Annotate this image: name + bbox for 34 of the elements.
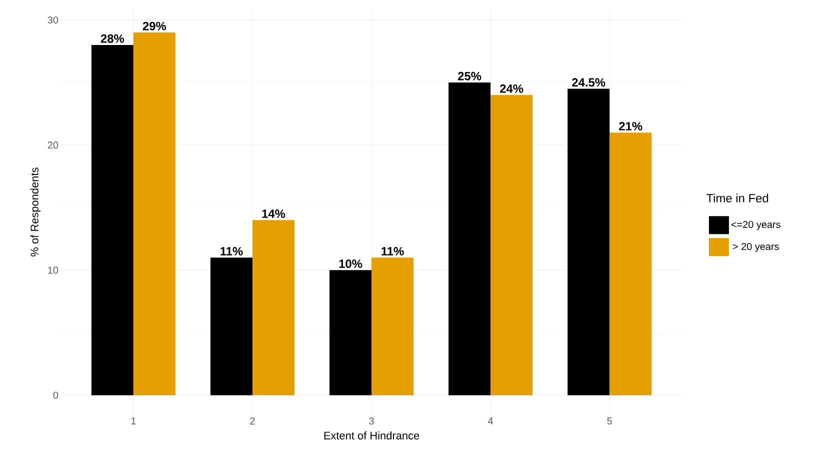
bar — [568, 88, 610, 396]
x-axis-title: Extent of Hindrance — [324, 431, 420, 440]
bar — [330, 270, 372, 396]
y-tick-label: 30 — [48, 16, 58, 24]
y-tick-label: 10 — [48, 266, 58, 274]
bar — [372, 258, 414, 396]
x-tick-label: 4 — [488, 418, 494, 424]
legend-label: > 20 years — [732, 242, 779, 252]
data-label: 11% — [382, 247, 404, 256]
bar — [448, 82, 491, 396]
data-label: 21% — [619, 122, 642, 130]
bar — [252, 220, 294, 396]
x-tick-label: 1 — [131, 418, 136, 424]
legend-label: <=20 years — [731, 220, 780, 230]
bar — [133, 32, 176, 396]
bar — [91, 45, 134, 396]
x-tick-label: 3 — [369, 418, 374, 425]
data-label: 28% — [100, 34, 124, 43]
data-label: 29% — [142, 22, 166, 30]
y-tick-label: 20 — [48, 142, 58, 149]
data-label: 24% — [500, 84, 524, 93]
data-label: 10% — [339, 260, 362, 268]
bar — [610, 132, 652, 396]
y-tick-label: 0 — [53, 392, 58, 399]
x-tick-label: 5 — [607, 418, 612, 424]
bar — [210, 258, 252, 396]
data-label: 25% — [458, 72, 482, 80]
x-tick-label: 2 — [250, 418, 255, 424]
bar — [490, 95, 533, 396]
data-label: 24.5% — [572, 78, 606, 87]
legend-title: Time in Fed — [706, 194, 768, 202]
data-label: 14% — [262, 210, 286, 218]
data-label: 11% — [220, 247, 243, 256]
y-axis-title: % of Respondents — [30, 168, 41, 256]
